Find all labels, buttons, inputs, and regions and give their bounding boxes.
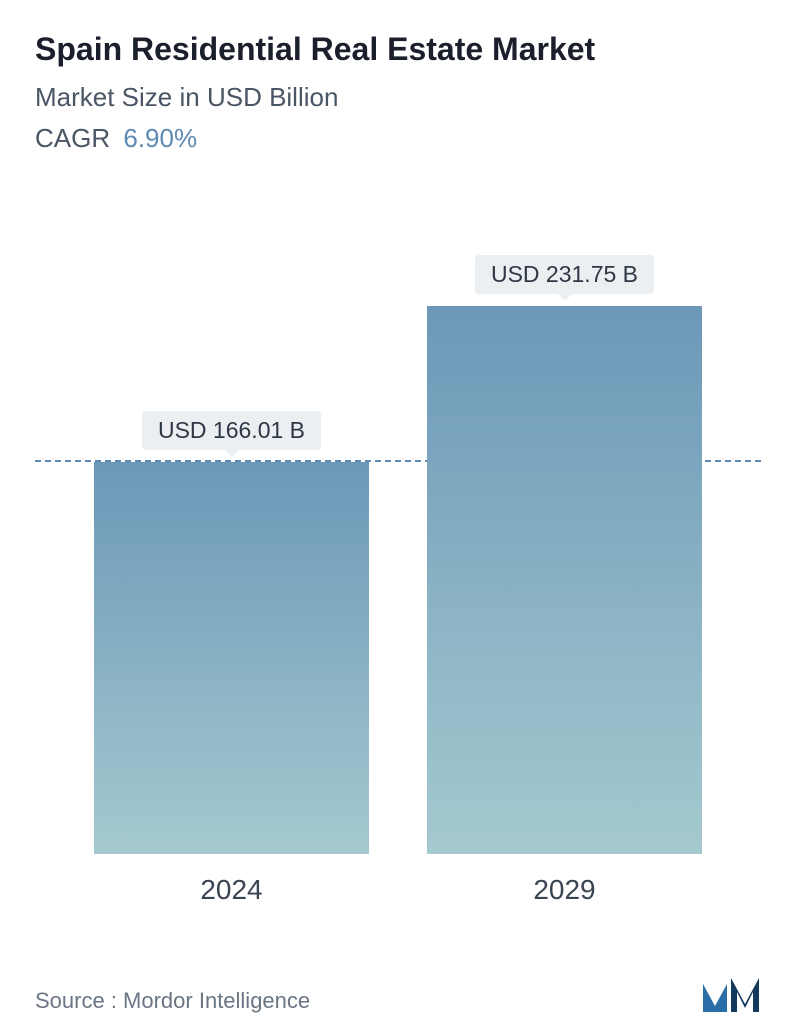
plot-area: USD 166.01 B USD 231.75 B — [35, 184, 761, 854]
cagr-value: 6.90% — [123, 123, 197, 153]
cagr-row: CAGR 6.90% — [35, 123, 761, 154]
bars-group: USD 166.01 B USD 231.75 B — [35, 184, 761, 854]
bar-0 — [94, 462, 369, 855]
chart-title: Spain Residential Real Estate Market — [35, 30, 761, 68]
footer: Source : Mordor Intelligence — [35, 974, 761, 1014]
bar-1 — [427, 306, 702, 854]
chart-container: Spain Residential Real Estate Market Mar… — [0, 0, 796, 1034]
x-axis-labels: 2024 2029 — [35, 864, 761, 914]
bar-col-1: USD 231.75 B — [415, 255, 715, 854]
value-label-0: USD 166.01 B — [142, 411, 321, 450]
chart-area: USD 166.01 B USD 231.75 B 2024 2029 — [35, 184, 761, 914]
bar-col-0: USD 166.01 B — [82, 411, 382, 855]
source-text: Source : Mordor Intelligence — [35, 988, 310, 1014]
x-label-0: 2024 — [82, 864, 382, 906]
chart-subtitle: Market Size in USD Billion — [35, 82, 761, 113]
x-label-1: 2029 — [415, 864, 715, 906]
brand-logo-icon — [701, 974, 761, 1014]
value-label-1: USD 231.75 B — [475, 255, 654, 294]
cagr-label: CAGR — [35, 123, 110, 153]
